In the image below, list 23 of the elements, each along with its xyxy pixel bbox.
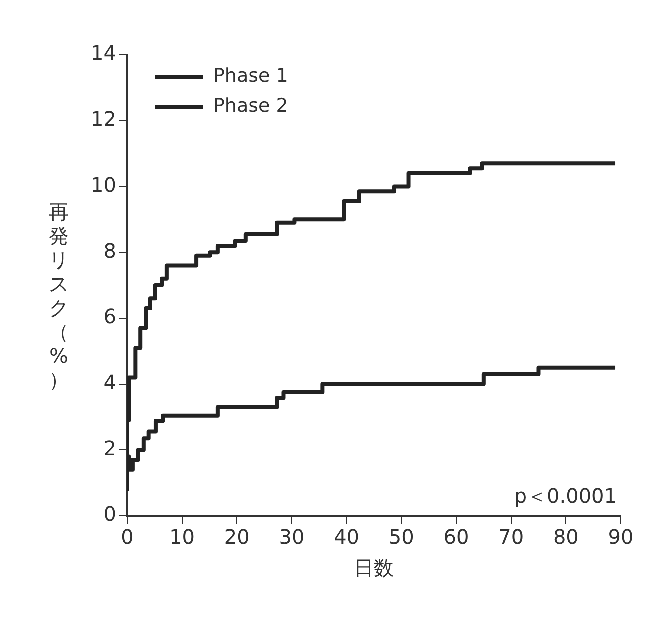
x-tick-label: 20: [224, 525, 250, 550]
y-tick-label: 0: [104, 502, 116, 526]
x-tick-label: 40: [334, 525, 360, 550]
x-tick-label: 30: [279, 525, 305, 550]
y-tick-label: 10: [90, 172, 116, 197]
x-tick-label: 80: [553, 525, 579, 550]
x-tick-label: 50: [388, 525, 414, 550]
y-axis-title: 再発リスク（%）: [48, 200, 70, 392]
y-tick-label: 2: [104, 436, 116, 460]
x-tick-label: 70: [498, 525, 524, 550]
x-axis-title: 日数: [354, 556, 394, 580]
x-tick-label: 60: [444, 525, 470, 550]
x-tick-label: 90: [608, 525, 634, 550]
y-tick-label: 14: [90, 41, 116, 66]
legend-label: Phase 1: [213, 64, 288, 87]
annotation: p＜0.0001: [514, 484, 617, 508]
y-tick-label: 8: [104, 238, 116, 263]
x-tick-label: 10: [170, 525, 196, 550]
legend-label: Phase 2: [213, 94, 288, 117]
x-tick-label: 0: [121, 525, 134, 550]
y-tick-label: 4: [104, 370, 116, 394]
y-tick-label: 6: [104, 304, 116, 329]
y-tick-label: 12: [90, 107, 116, 132]
